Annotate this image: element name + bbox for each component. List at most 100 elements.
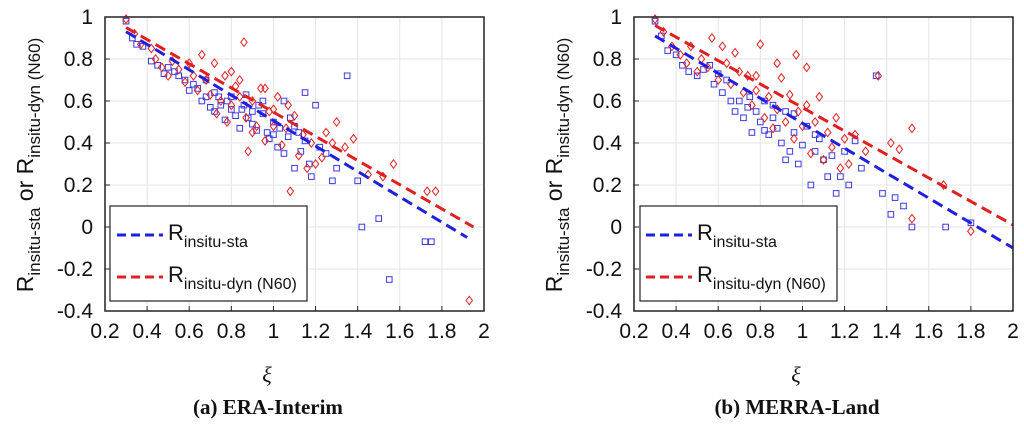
point-sta — [837, 173, 844, 180]
point-dyn — [682, 58, 691, 69]
point-dyn — [708, 32, 716, 44]
point-sta — [700, 66, 707, 73]
point-dyn — [895, 144, 904, 155]
x-tick-label: 1.6 — [914, 320, 943, 343]
x-tick-label: 0.6 — [175, 320, 204, 343]
x-tick-label: 1.8 — [956, 320, 985, 343]
point-dyn — [227, 100, 236, 111]
point-sta — [265, 135, 273, 143]
point-sta — [238, 106, 246, 113]
fit-line-sta — [125, 30, 468, 239]
point-sta — [284, 133, 292, 140]
point-dyn — [206, 89, 215, 100]
point-dyn — [887, 137, 895, 149]
point-dyn — [773, 58, 782, 69]
point-dyn — [819, 154, 828, 165]
point-sta — [778, 139, 785, 147]
point-dyn — [164, 70, 172, 81]
panel-title: (b) MERRA-Land — [714, 395, 879, 419]
point-sta — [811, 131, 819, 138]
point-dyn — [676, 49, 685, 60]
fit-lines — [125, 26, 475, 239]
point-sta — [171, 68, 178, 75]
point-sta — [845, 181, 853, 189]
x-axis-label: ξ — [262, 362, 272, 387]
point-sta — [206, 104, 214, 111]
point-dyn — [781, 116, 790, 128]
fit-line-dyn — [654, 24, 1014, 227]
point-sta — [746, 93, 754, 101]
point-dyn — [844, 158, 853, 170]
panel-b: 0.2 0.4 0.6 0.8 1 1.2 1.4 1.6 1.8 2 -0.4 -0.2 0 0.2 0.… — [541, 6, 1019, 419]
point-dyn — [278, 140, 286, 151]
point-dyn — [252, 121, 261, 132]
point-dyn — [212, 108, 221, 119]
point-dyn — [242, 112, 250, 123]
point-sta — [428, 238, 435, 245]
point-dyn — [235, 74, 244, 86]
point-sta — [824, 173, 832, 180]
point-dyn — [790, 133, 798, 144]
x-tick-label: 0.2 — [619, 320, 648, 343]
point-sta — [263, 129, 271, 136]
point-dyn — [332, 116, 341, 128]
point-dyn — [189, 70, 198, 81]
point-dyn — [802, 62, 811, 73]
y-tick-label: 1 — [81, 6, 93, 29]
point-dyn — [221, 70, 229, 81]
point-sta — [333, 164, 340, 172]
point-dyn — [465, 295, 474, 306]
point-sta — [280, 150, 288, 157]
point-dyn — [908, 123, 916, 134]
point-sta — [858, 164, 865, 172]
plot-frame — [633, 16, 1014, 312]
y-tick-label: -0.4 — [57, 300, 94, 323]
point-sta — [385, 276, 393, 283]
point-dyn — [193, 85, 202, 96]
y-tick-label: 0 — [610, 216, 622, 239]
x-tick-label: 0.8 — [217, 320, 246, 343]
x-tick-label: 2 — [478, 320, 490, 343]
point-sta — [259, 97, 267, 105]
point-sta — [740, 114, 747, 122]
point-sta — [765, 131, 773, 138]
point-sta — [190, 80, 197, 88]
point-sta — [891, 194, 899, 201]
legend-label-sta: Rinsitu-sta — [168, 220, 248, 251]
plot-frame — [104, 16, 485, 312]
point-sta — [693, 72, 701, 80]
point-sta — [685, 68, 693, 75]
point-dyn — [967, 226, 975, 237]
tick-labels: 0.2 0.4 0.6 0.8 1 1.2 1.4 1.6 1.8 2 -0.4 -0.2 0 0.2 0.… — [57, 6, 490, 343]
point-sta — [719, 89, 726, 96]
point-sta — [679, 62, 686, 69]
y-tick-label: 1 — [610, 6, 622, 29]
point-dyn — [840, 133, 849, 144]
point-sta — [782, 156, 789, 164]
x-tick-label: 1.2 — [301, 320, 330, 343]
point-sta — [185, 87, 193, 94]
point-dyn — [349, 133, 358, 144]
point-dyn — [158, 62, 166, 73]
point-dyn — [764, 91, 773, 102]
point-sta — [664, 47, 671, 54]
panel-title: (a) ERA-Interim — [193, 395, 343, 419]
x-tick-label: 1 — [797, 320, 809, 343]
point-sta — [329, 177, 336, 185]
point-dyn — [294, 150, 303, 161]
panel-a: 0.2 0.4 0.6 0.8 1 1.2 1.4 1.6 1.8 2 -0.4 -0.2 0 0.2 0.… — [12, 6, 490, 419]
point-dyn — [794, 106, 803, 117]
point-sta — [295, 129, 303, 136]
point-dyn — [240, 37, 248, 48]
point-dyn — [244, 146, 253, 157]
point-dyn — [828, 142, 836, 153]
point-dyn — [769, 123, 777, 134]
y-tick-label: 0.6 — [64, 90, 93, 113]
point-dyn — [714, 74, 723, 86]
point-sta — [811, 148, 819, 155]
point-dyn — [227, 66, 236, 77]
y-tick-label: 0.8 — [593, 48, 622, 71]
point-dyn — [269, 121, 278, 132]
point-sta — [807, 181, 815, 189]
x-tick-label: 1 — [268, 320, 280, 343]
